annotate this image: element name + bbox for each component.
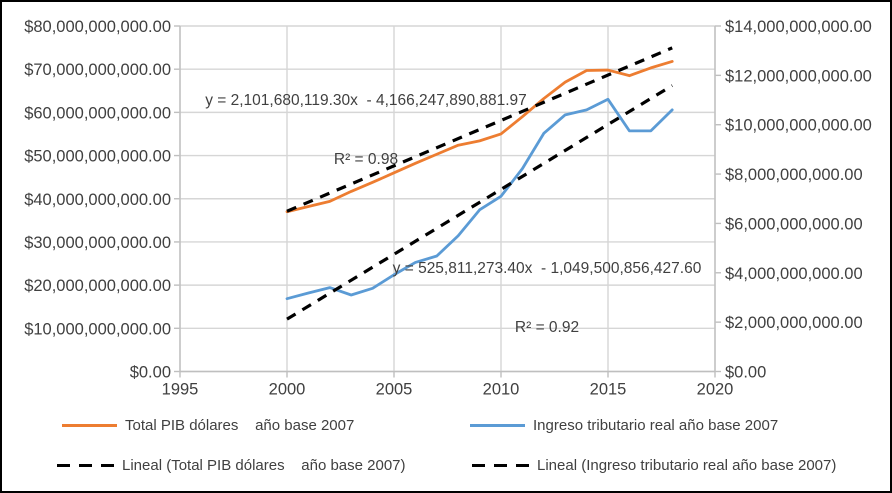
r-squared-text-ingreso: R² = 0.92 [514,318,580,336]
right-axis-tick-label: $10,000,000,000.00 [725,117,872,135]
right-axis-tick-label: $0.00 [725,364,766,382]
legend-item-lineal-ingreso: Lineal (Ingreso tributario real año base… [472,456,836,474]
x-axis-tick-label: 1995 [162,381,199,399]
r-squared-text-pib: R² = 0.98 [333,150,399,168]
equation-text-ingreso: y = 525,811,273.40x - 1,049,500,856,427.… [392,260,702,277]
left-axis-tick-label: $80,000,000,000.00 [24,18,171,36]
series-line-total-pib [285,60,674,214]
right-axis-tick-label: $4,000,000,000.00 [725,265,863,283]
legend-swatch-lineal-ingreso-dashes [472,463,529,467]
trendline-total-pib [286,46,673,213]
left-axis-tick-label: $0.00 [130,364,171,382]
x-axis-tick-label: 2015 [590,381,627,399]
legend-swatch-lineal-pib-dashes [57,463,114,467]
trendline-equation-pib: y = 2,101,680,119.30x - 4,166,247,890,88… [205,52,527,208]
left-axis-tick-label: $10,000,000,000.00 [24,320,171,338]
legend-label-ingreso: Ingreso tributario real año base 2007 [533,416,779,434]
right-axis-tick-label: $12,000,000,000.00 [725,67,872,85]
x-axis-tick-label: 2010 [483,381,520,399]
trendline-equation-ingreso: y = 525,811,273.40x - 1,049,500,856,427.… [393,220,702,376]
right-axis-tick-label: $8,000,000,000.00 [725,166,863,184]
left-axis-tick-label: $40,000,000,000.00 [24,191,171,209]
equation-text-pib: y = 2,101,680,119.30x - 4,166,247,890,88… [205,92,527,109]
right-axis-tick-label: $2,000,000,000.00 [725,314,863,332]
trendline-ingreso-tributario [286,84,674,321]
legend-swatch-ingreso-line [470,423,525,427]
right-axis-tick-label: $6,000,000,000.00 [725,215,863,233]
series-line-ingreso-tributario [285,97,674,301]
legend-label-lineal-ingreso: Lineal (Ingreso tributario real año base… [537,456,837,474]
legend-label-total-pib: Total PIB dólares año base 2007 [125,416,355,434]
x-axis-tick-label: 2000 [269,381,306,399]
legend-label-lineal-pib: Lineal (Total PIB dólares año base 2007) [122,456,406,474]
left-axis-tick-label: $60,000,000,000.00 [24,104,171,122]
legend-item-ingreso-tributario: Ingreso tributario real año base 2007 [470,416,778,434]
legend-item-lineal-total-pib: Lineal (Total PIB dólares año base 2007) [57,456,406,474]
x-axis-tick-label: 2005 [376,381,413,399]
right-axis-tick-label: $14,000,000,000.00 [725,18,872,36]
legend-swatch-total-pib-line [62,423,117,427]
left-axis-tick-label: $30,000,000,000.00 [24,234,171,252]
legend-item-total-pib: Total PIB dólares año base 2007 [62,416,354,434]
left-axis-tick-label: $70,000,000,000.00 [24,61,171,79]
left-axis-tick-label: $50,000,000,000.00 [24,148,171,166]
left-axis-tick-label: $20,000,000,000.00 [24,277,171,295]
x-axis-tick-label: 2020 [697,381,734,399]
